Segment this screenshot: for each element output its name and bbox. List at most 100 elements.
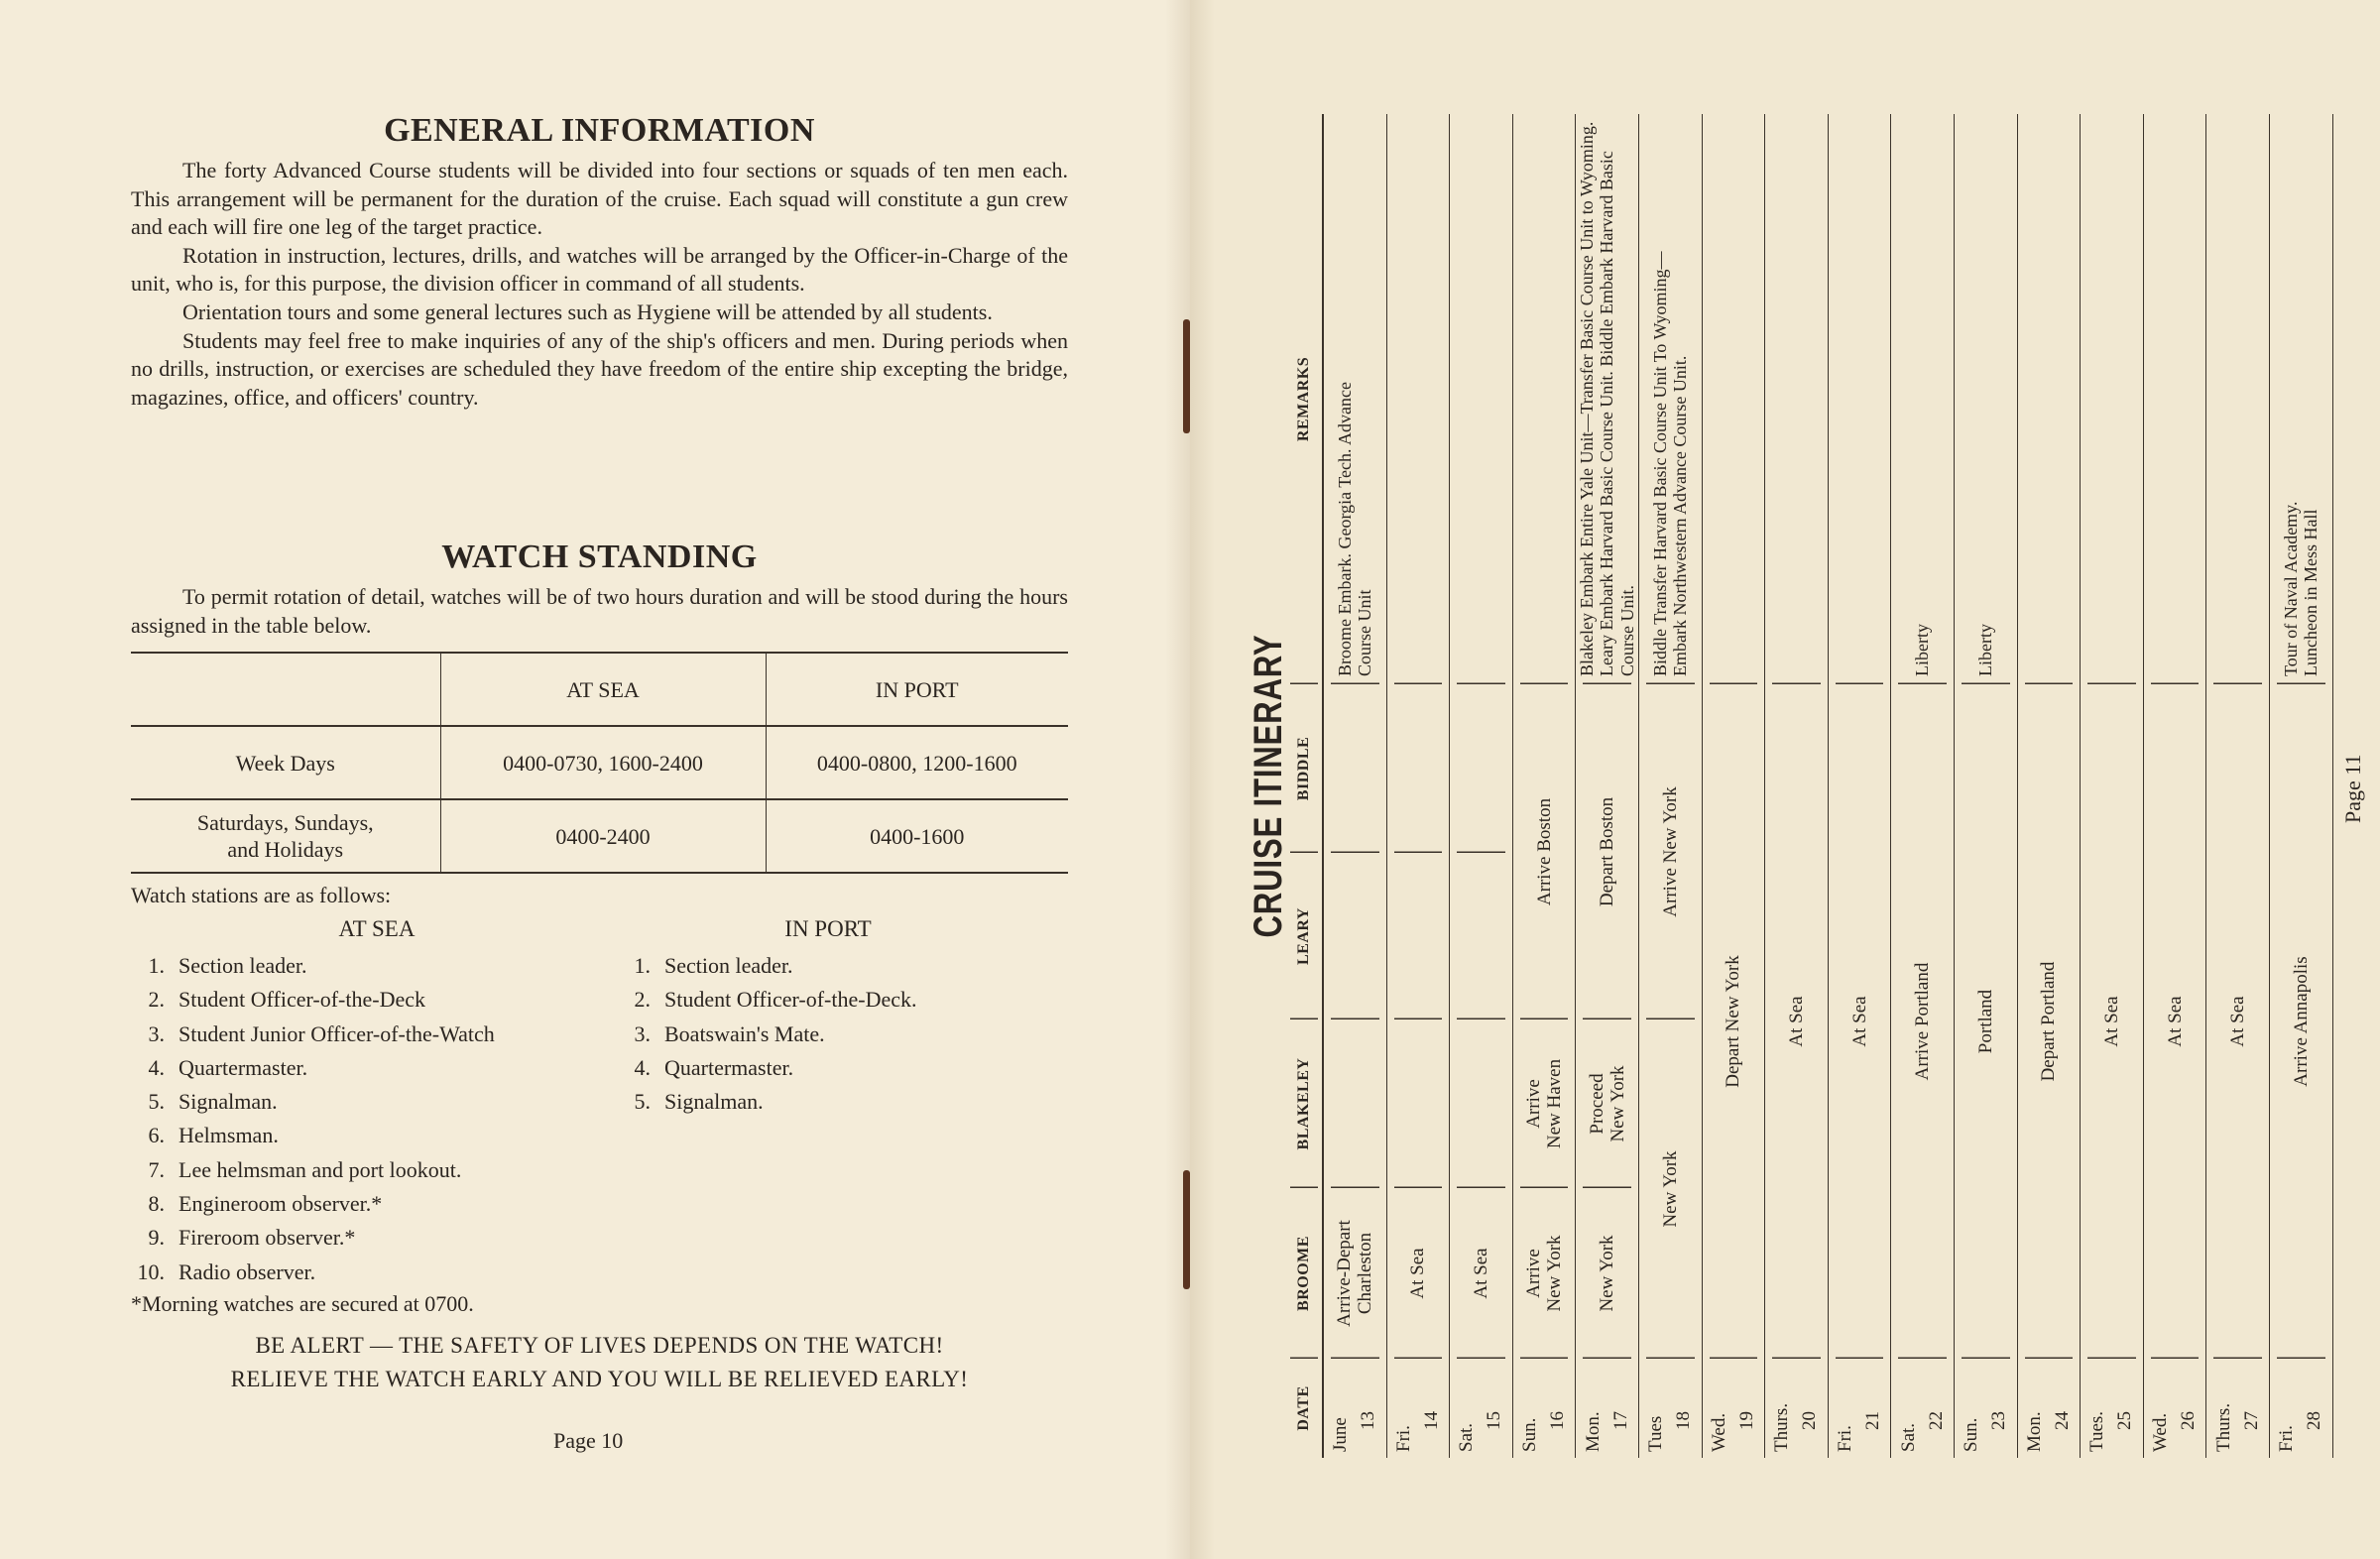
table-cell: 0400-2400 <box>439 798 766 874</box>
general-information-text: The forty Advanced Course students will … <box>131 157 1068 412</box>
binding-staple-bottom <box>1183 1170 1190 1289</box>
ship-cell: Depart Portland <box>2017 684 2081 1359</box>
item-text: Section leader. <box>178 953 307 978</box>
column-header: BIDDLE <box>1286 684 1323 853</box>
date-cell: Tues 18 <box>1638 1359 1703 1458</box>
alert-line-1: BE ALERT — THE SAFETY OF LIVES DEPENDS O… <box>255 1333 944 1358</box>
list-item: 2. Student Officer-of-the-Deck. <box>607 983 917 1017</box>
remarks-cell <box>1702 114 1765 684</box>
date-cell: Tues. 25 <box>2080 1359 2144 1458</box>
day-label: Fri. <box>2276 1425 2298 1452</box>
day-label: Fri. <box>1835 1425 1856 1452</box>
ship-cell <box>1386 684 1450 853</box>
ship-cell <box>1449 1019 1513 1188</box>
date-cell: Thurs. 27 <box>2205 1359 2270 1458</box>
watch-hours-table: AT SEA IN PORT Week Days 0400-0730, 1600… <box>131 652 1068 874</box>
day-label: Wed. <box>2150 1412 2172 1452</box>
day-label: Tues <box>1645 1415 1667 1452</box>
ship-cell <box>1323 684 1387 853</box>
remarks-cell <box>1828 114 1891 684</box>
table-header-row: DATE BROOME BLAKELEY LEARY BIDDLE REMARKS <box>1286 114 1323 1458</box>
in-port-stations-list: 1. Section leader. 2. Student Officer-of-th… <box>607 949 917 1119</box>
table-cell: Saturdays, Sundays, and Holidays <box>131 798 440 874</box>
watch-standing-title: WATCH STANDING <box>441 539 758 575</box>
list-item: 7. Lee helmsman and port lookout. <box>121 1153 495 1187</box>
page-number-left: Page 10 <box>553 1428 624 1453</box>
column-header: BROOME <box>1286 1188 1323 1359</box>
remarks-cell <box>2143 114 2206 684</box>
ship-cell <box>1323 1019 1387 1188</box>
day-label: Tues. <box>2086 1410 2108 1452</box>
ship-cell: Arrive Portland <box>1890 684 1955 1359</box>
ship-cell <box>1386 853 1450 1019</box>
table-row: Thurs. 20 At Sea <box>1764 114 1829 1458</box>
table-row: Fri. 28 Arrive Annapolis Tour of Naval Acad… <box>2269 114 2332 1458</box>
list-item: 3. Student Junior Officer-of-the-Watch <box>121 1018 495 1051</box>
date-number: 27 <box>2240 1411 2262 1430</box>
date-cell: Sat. 22 <box>1890 1359 1955 1458</box>
item-text: Engineroom observer.* <box>178 1191 383 1217</box>
date-number: 23 <box>1988 1411 2010 1430</box>
table-row: Week Days 0400-0730, 1600-2400 0400-0800… <box>131 725 1068 800</box>
date-cell: June 13 <box>1323 1359 1387 1458</box>
ship-cell: At Sea <box>1828 684 1891 1359</box>
table-row: Thurs. 27 At Sea <box>2205 114 2270 1458</box>
page-gutter <box>1165 0 1215 1559</box>
item-text: Signalman. <box>178 1089 278 1115</box>
list-item: 2. Student Officer-of-the-Deck <box>121 983 495 1017</box>
item-text: Student Junior Officer-of-the-Watch <box>178 1020 495 1046</box>
list-item: 9. Fireroom observer.* <box>121 1221 495 1255</box>
list-item: 1. Section leader. <box>607 949 917 983</box>
date-number: 15 <box>1484 1411 1505 1430</box>
list-item: 6. Helmsman. <box>121 1119 495 1152</box>
item-number: 4. <box>148 1054 166 1080</box>
table-row: Fri. 21 At Sea <box>1828 114 1891 1458</box>
item-text: Student Officer-of-the-Deck. <box>664 987 917 1013</box>
day-label: Mon. <box>1582 1411 1604 1452</box>
header-cell: IN PORT <box>765 652 1068 727</box>
watch-standing-text: To permit rotation of detail, watches wi… <box>131 583 1068 640</box>
remarks-cell <box>1764 114 1829 684</box>
date-cell: Fri. 21 <box>1828 1359 1891 1458</box>
item-number: 5. <box>634 1089 652 1115</box>
cruise-itinerary-table: DATE BROOME BLAKELEY LEARY BIDDLE REMARKS Jun… <box>1286 114 2333 1458</box>
binding-staple-top <box>1183 319 1190 433</box>
ship-cell: At Sea <box>1764 684 1829 1359</box>
day-label: Sat. <box>1456 1422 1478 1452</box>
general-paragraph: The forty Advanced Course students will … <box>131 158 1068 240</box>
table-cell: 0400-0730, 1600-2400 <box>439 725 766 800</box>
watch-stations-label: Watch stations are as follows: <box>131 883 392 907</box>
header-cell: AT SEA <box>439 652 766 727</box>
remarks-cell: Liberty <box>1954 114 2018 684</box>
date-cell: Sun. 23 <box>1954 1359 2018 1458</box>
general-paragraph: Students may feel free to make inquiries… <box>131 327 1068 410</box>
item-text: Signalman. <box>664 1089 764 1115</box>
date-number: 22 <box>1925 1411 1947 1430</box>
date-number: 13 <box>1358 1411 1379 1430</box>
ship-cell <box>1386 1019 1450 1188</box>
list-item: 3. Boatswain's Mate. <box>607 1018 917 1051</box>
item-text: Fireroom observer.* <box>178 1225 356 1251</box>
remarks-cell <box>2080 114 2144 684</box>
item-number: 1. <box>634 953 652 978</box>
day-label: June <box>1330 1417 1352 1452</box>
list-item: 1. Section leader. <box>121 949 495 983</box>
ship-cell: Arrive New York <box>1512 1188 1576 1359</box>
date-number: 17 <box>1609 1411 1631 1430</box>
item-text: Helmsman. <box>178 1123 279 1148</box>
item-number: 5. <box>148 1089 166 1115</box>
ship-cell: Arrive New York <box>1638 684 1703 1019</box>
remarks-cell <box>1512 114 1576 684</box>
ship-cell: At Sea <box>2080 684 2144 1359</box>
date-cell: Mon. 17 <box>1575 1359 1639 1458</box>
item-number: 6. <box>148 1123 166 1148</box>
general-paragraph: Orientation tours and some general lectu… <box>182 299 993 324</box>
date-cell: Fri. 14 <box>1386 1359 1450 1458</box>
item-number: 3. <box>148 1020 166 1046</box>
item-text: Lee helmsman and port lookout. <box>178 1156 462 1182</box>
date-number: 28 <box>2304 1411 2325 1430</box>
table-row: Sat. 22 Arrive Portland Liberty <box>1890 114 1955 1458</box>
item-text: Student Officer-of-the-Deck <box>178 987 425 1013</box>
table-row: Sun. 16 Arrive New York Arrive New Haven Arr… <box>1512 114 1576 1458</box>
table-row: Sun. 23 Portland Liberty <box>1954 114 2018 1458</box>
